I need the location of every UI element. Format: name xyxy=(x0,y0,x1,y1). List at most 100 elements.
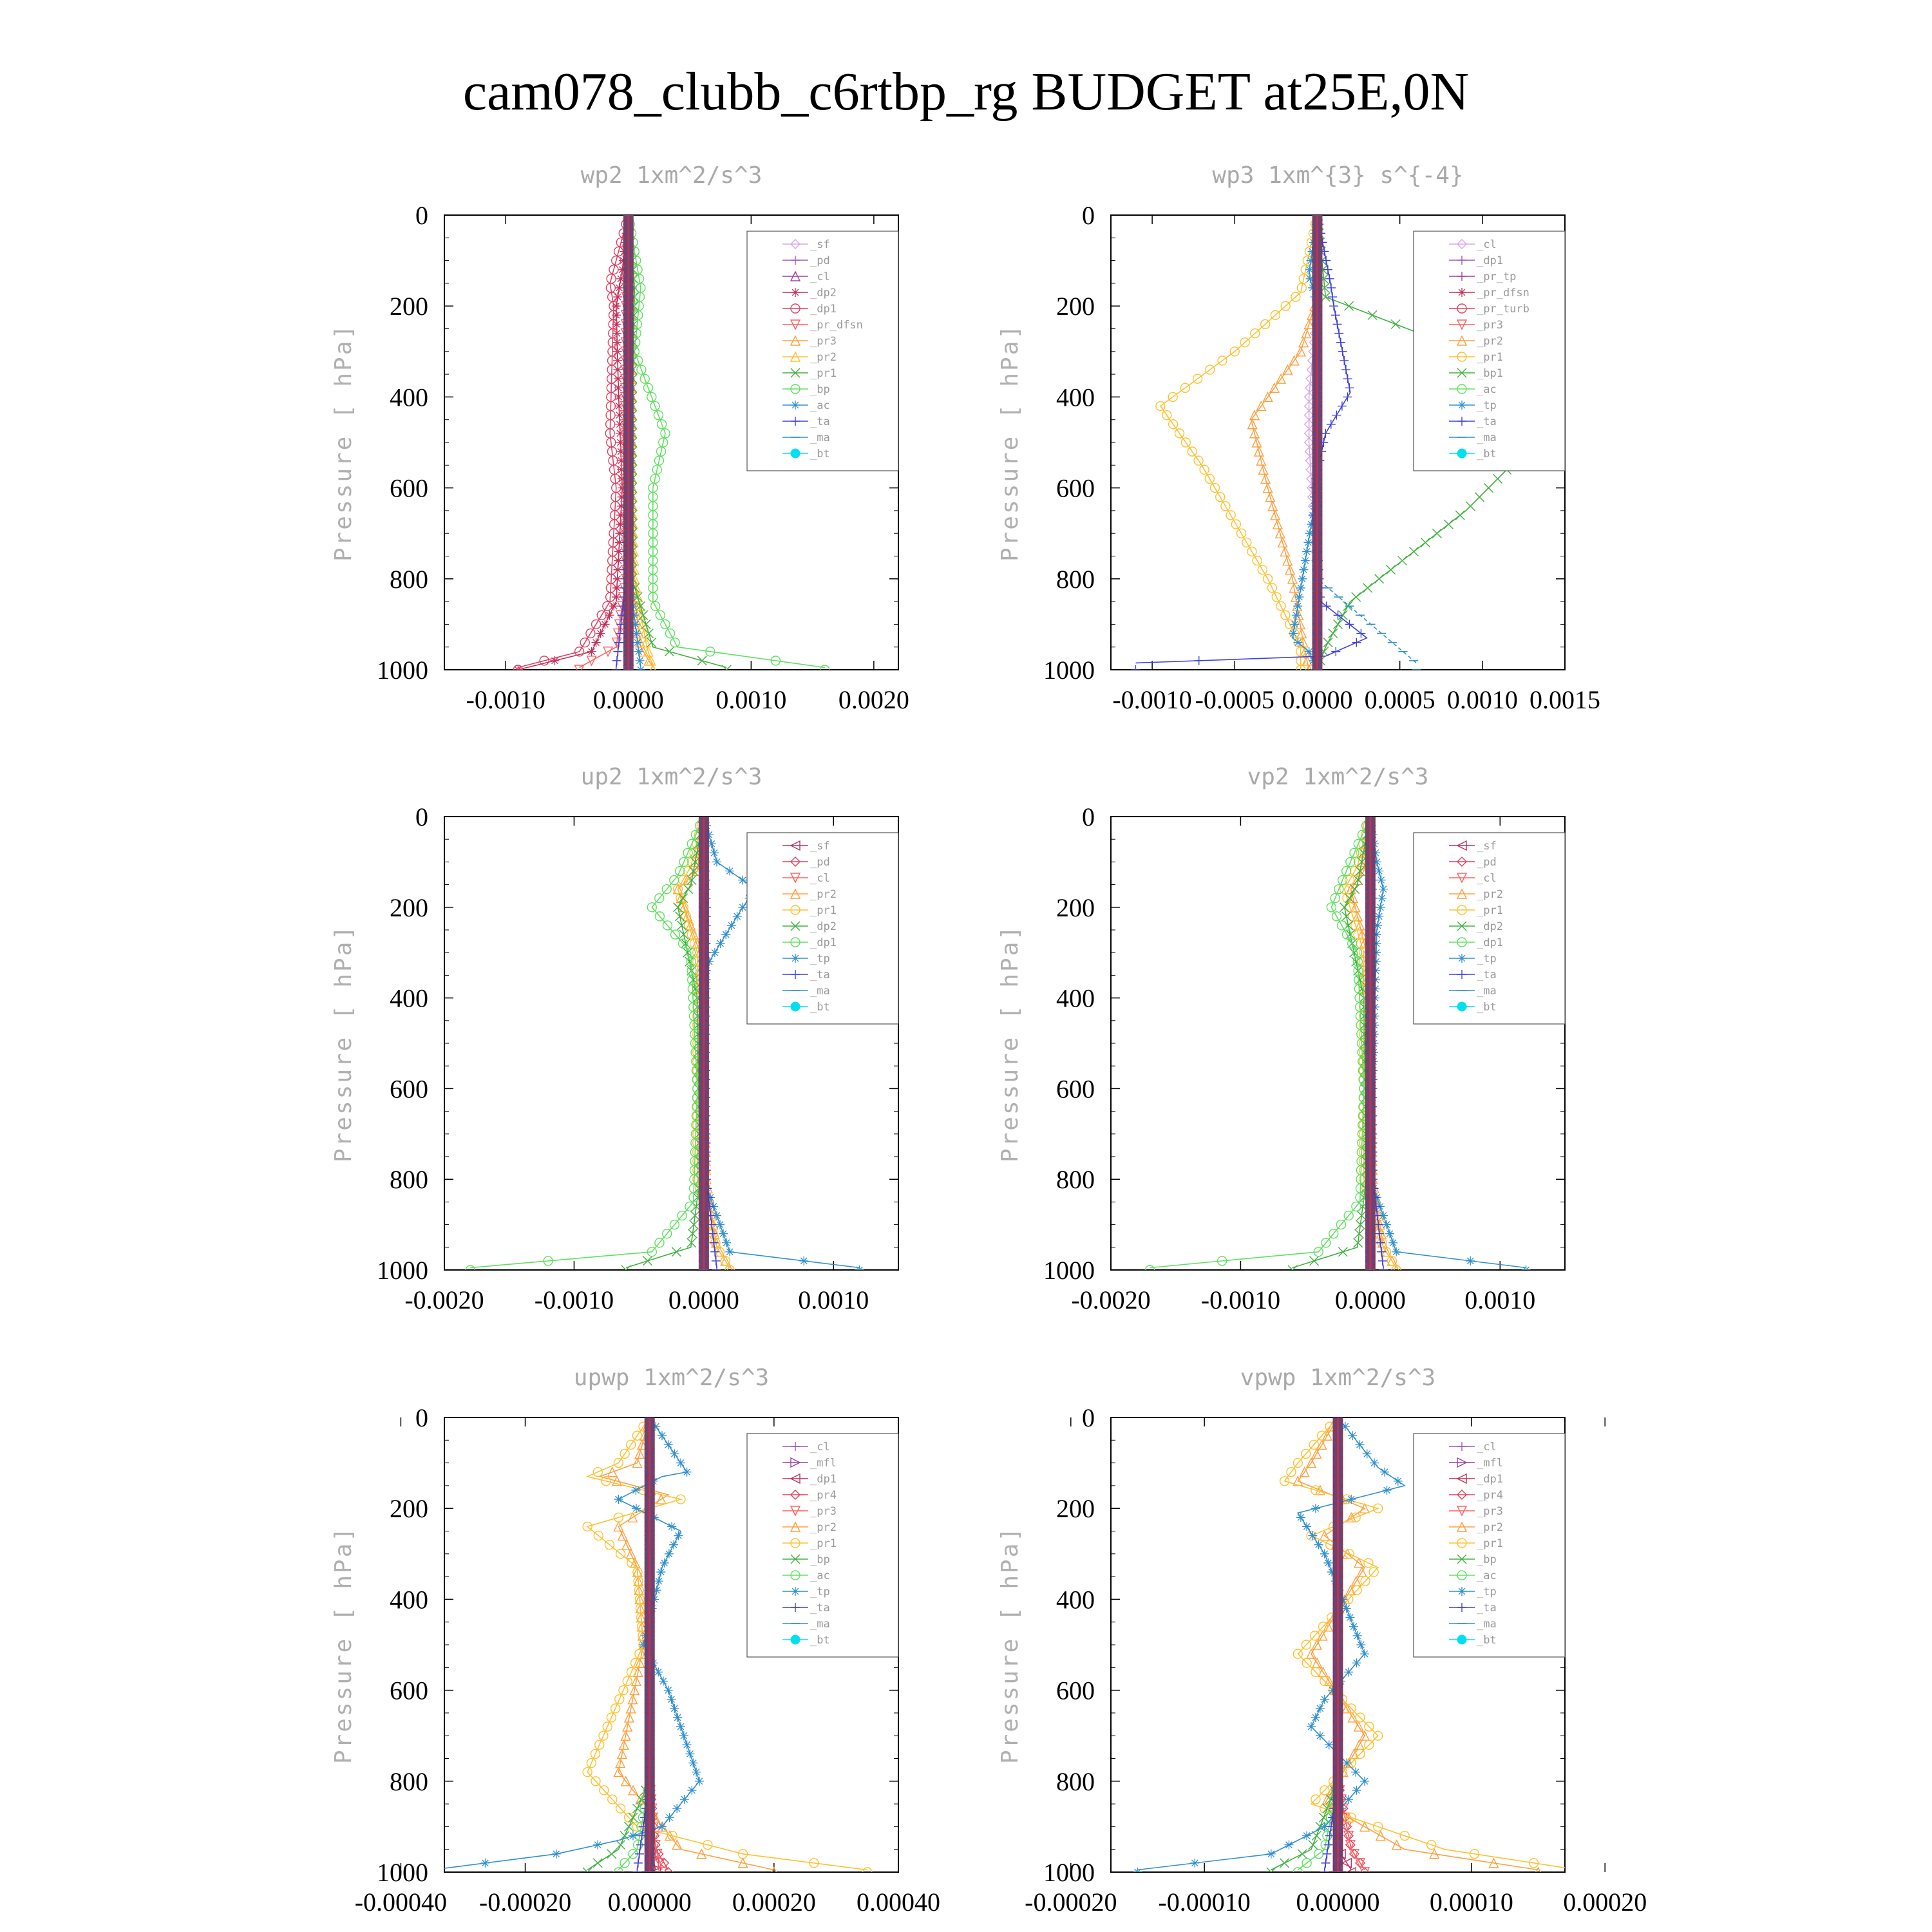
series-marker-dp2 xyxy=(616,456,626,466)
series-marker-dp1 xyxy=(1353,838,1363,849)
series-marker-pr3 xyxy=(1354,1858,1366,1869)
series-marker-tp xyxy=(1379,884,1388,894)
legend-label: _mfl xyxy=(810,1457,837,1470)
series-marker-dp2 xyxy=(615,529,625,538)
series-marker-tp xyxy=(551,1849,561,1859)
series-marker-pr1 xyxy=(601,1476,611,1486)
series-marker-dp1 xyxy=(650,1866,661,1872)
series-marker-dp1 xyxy=(654,1238,665,1248)
series-marker-pr1 xyxy=(1309,1439,1319,1450)
series-marker-dp2 xyxy=(612,592,621,602)
series-marker-ta xyxy=(632,1868,642,1872)
series-marker-dp2 xyxy=(683,884,694,895)
legend-marker-ta xyxy=(791,1603,800,1612)
series-marker-pr1 xyxy=(1373,1503,1383,1513)
series-marker-bp xyxy=(770,656,781,666)
series-marker-ta xyxy=(613,647,623,656)
series-marker-dp2 xyxy=(616,510,625,520)
legend-marker-bt xyxy=(1457,448,1467,459)
legend-marker-tp xyxy=(791,954,800,963)
y-tick-label: 600 xyxy=(390,1074,428,1103)
legend-marker-bt xyxy=(790,1001,800,1012)
series-marker-pr1 xyxy=(641,619,651,629)
legend-label: _pr2 xyxy=(1477,335,1503,348)
series-marker-tp xyxy=(1291,611,1301,620)
series-marker-dp1 xyxy=(1326,902,1337,913)
y-tick-label: 800 xyxy=(1056,1767,1095,1796)
series-marker-dp2 xyxy=(614,410,624,420)
series-marker-bp1 xyxy=(1420,537,1430,547)
series-marker-dp2 xyxy=(690,857,700,867)
series-marker-pr1 xyxy=(1168,419,1179,430)
series-marker-tp xyxy=(1382,1220,1392,1229)
legend-label: _dp1 xyxy=(1477,254,1503,267)
series-marker-dp2 xyxy=(685,956,695,967)
series-marker-tp xyxy=(480,1858,490,1868)
series-marker-tp xyxy=(1362,1449,1372,1459)
series-marker-tp xyxy=(1311,1712,1320,1722)
x-tick-label: 0.0020 xyxy=(838,685,909,714)
series-marker-dp2 xyxy=(612,583,621,592)
series-marker-bp1 xyxy=(1344,301,1354,311)
series-marker-pr2 xyxy=(1253,446,1265,457)
series-marker-pr1 xyxy=(862,1867,873,1872)
y-tick-label: 0 xyxy=(415,201,428,230)
series-marker-dp1 xyxy=(677,938,688,949)
legend-label: _dp1 xyxy=(810,1473,837,1486)
series-marker-pr1 xyxy=(1373,1730,1383,1741)
series-marker-bp1 xyxy=(1374,574,1385,584)
legend-marker-bp xyxy=(790,384,800,394)
series-marker-ac xyxy=(620,1858,630,1868)
legend-label: _ma xyxy=(1477,985,1497,998)
series-marker-ta xyxy=(1326,419,1336,429)
series-marker-dp1 xyxy=(1336,1219,1347,1230)
series-marker-dp1 xyxy=(687,838,697,849)
series-marker-pr2 xyxy=(1289,355,1300,366)
series-marker-ta xyxy=(1328,292,1338,302)
series-marker-dp2 xyxy=(1353,1238,1363,1248)
series-marker-dp1 xyxy=(602,601,612,611)
x-tick-label: -0.00040 xyxy=(355,1888,447,1917)
series-marker-dp2 xyxy=(1351,956,1361,967)
series-marker-dp2 xyxy=(614,283,624,292)
series-marker-ta xyxy=(711,1256,721,1265)
series-marker-dp2 xyxy=(614,547,623,556)
series-marker-pr2 xyxy=(643,646,654,657)
series-marker-pr1 xyxy=(1209,482,1220,493)
series-marker-tp xyxy=(1374,866,1384,876)
series-marker-pr1 xyxy=(592,1467,603,1477)
series-marker-pr1 xyxy=(1353,857,1364,867)
series-marker-tp xyxy=(855,1265,864,1270)
series-marker-dp2 xyxy=(612,310,621,320)
series-marker-dp1 xyxy=(674,866,685,876)
series-marker-dp2 xyxy=(613,374,623,384)
legend-label: _cl xyxy=(1477,238,1497,251)
series-marker-pr1 xyxy=(1364,1721,1374,1732)
series-marker-ta xyxy=(1332,410,1341,420)
y-tick-label: 0 xyxy=(415,1403,428,1432)
series-marker-pr1 xyxy=(610,1703,621,1714)
series-marker-bp1 xyxy=(1320,292,1331,302)
series-marker-ta xyxy=(1321,428,1331,438)
series-marker-pr2 xyxy=(1314,1484,1325,1495)
series-marker-pr1 xyxy=(1364,1739,1374,1750)
series-marker-tp xyxy=(1348,1431,1358,1441)
series-marker-pr1 xyxy=(1280,301,1291,311)
legend-marker-pr3 xyxy=(1456,1506,1468,1517)
series-marker-pr2 xyxy=(1391,1839,1402,1850)
series-marker-dp1 xyxy=(465,1265,475,1270)
series-marker-pr3 xyxy=(652,1849,663,1860)
series-marker-pr1 xyxy=(1250,328,1260,339)
series-marker-dp2 xyxy=(688,866,699,876)
series-marker-pr2 xyxy=(1488,1857,1499,1868)
series-marker-pr2 xyxy=(630,1557,641,1568)
series-marker-pr2 xyxy=(1429,1848,1440,1859)
y-tick-label: 0 xyxy=(415,802,428,831)
series-marker-pr1 xyxy=(1280,610,1291,620)
series-marker-pr2 xyxy=(1258,464,1269,475)
series-marker-tp xyxy=(632,1504,641,1513)
series-marker-pr2 xyxy=(632,1457,643,1468)
series-marker-pr3 xyxy=(1349,1849,1359,1860)
series-marker-tp xyxy=(1320,1549,1329,1558)
legend-marker-dp1 xyxy=(790,303,800,314)
